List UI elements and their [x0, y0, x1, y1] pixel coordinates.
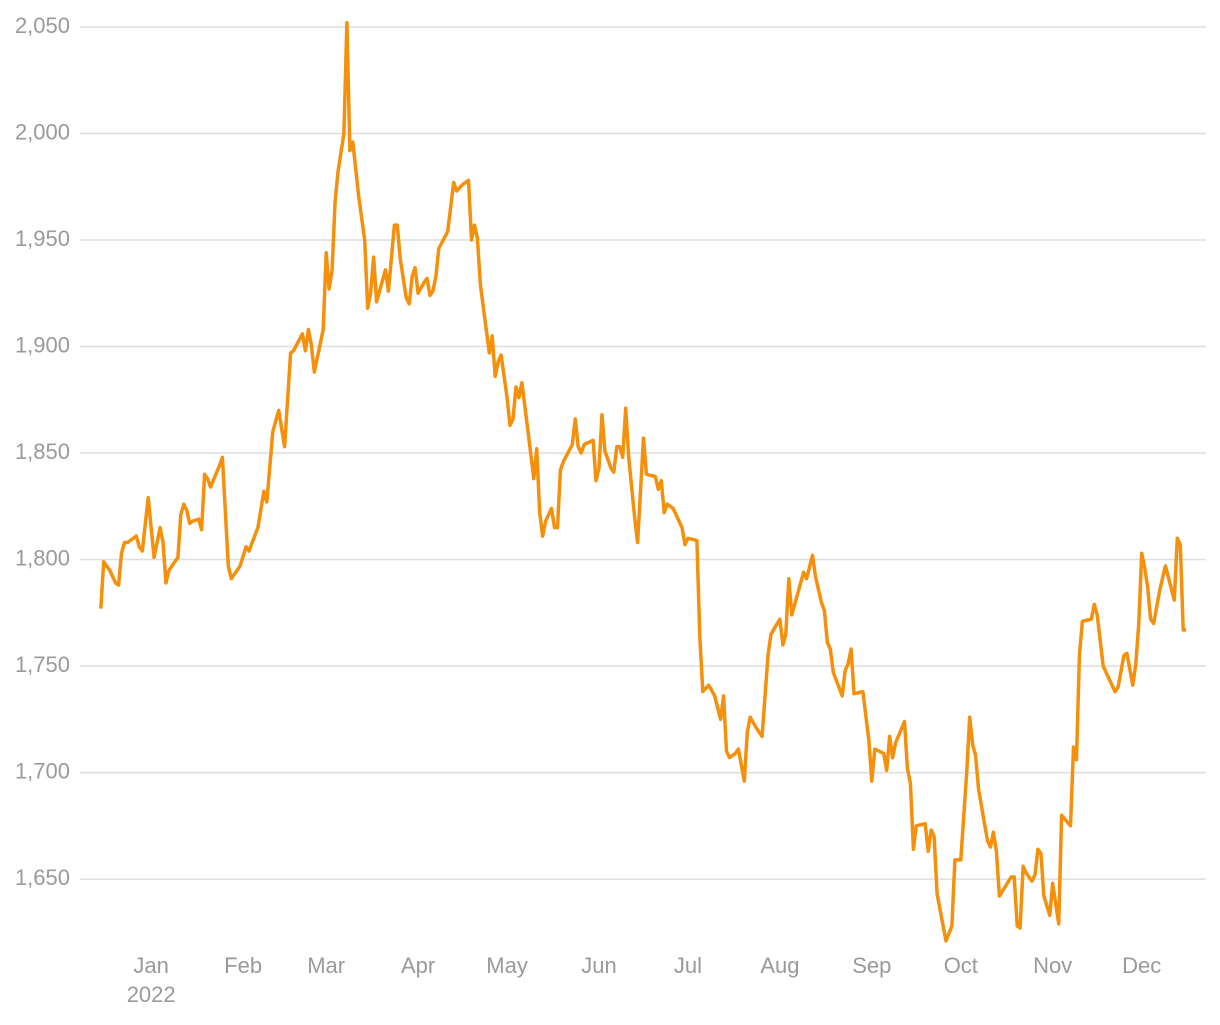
x-tick-label: Mar	[307, 953, 345, 978]
price-line	[99, 20, 1187, 943]
y-tick-label: 2,000	[15, 119, 70, 144]
y-tick-label: 1,850	[15, 439, 70, 464]
x-tick-label: Jan	[133, 953, 168, 978]
x-tick-label: Sep	[852, 953, 891, 978]
x-tick-label: Oct	[944, 953, 978, 978]
y-tick-label: 1,650	[15, 865, 70, 890]
x-tick-label: Feb	[224, 953, 262, 978]
y-tick-label: 1,950	[15, 226, 70, 251]
y-tick-label: 1,900	[15, 332, 70, 357]
y-tick-label: 1,750	[15, 652, 70, 677]
x-tick-label: Aug	[760, 953, 799, 978]
x-tick-label: Dec	[1122, 953, 1161, 978]
y-tick-label: 2,050	[15, 13, 70, 38]
x-tick-label: Apr	[401, 953, 435, 978]
x-tick-label: Jun	[581, 953, 616, 978]
x-tick-label: Nov	[1033, 953, 1072, 978]
x-tick-label: May	[486, 953, 528, 978]
x-tick-label: Jul	[674, 953, 702, 978]
x-axis-year: 2022	[127, 982, 176, 1007]
y-tick-label: 1,800	[15, 545, 70, 570]
y-tick-label: 1,700	[15, 758, 70, 783]
